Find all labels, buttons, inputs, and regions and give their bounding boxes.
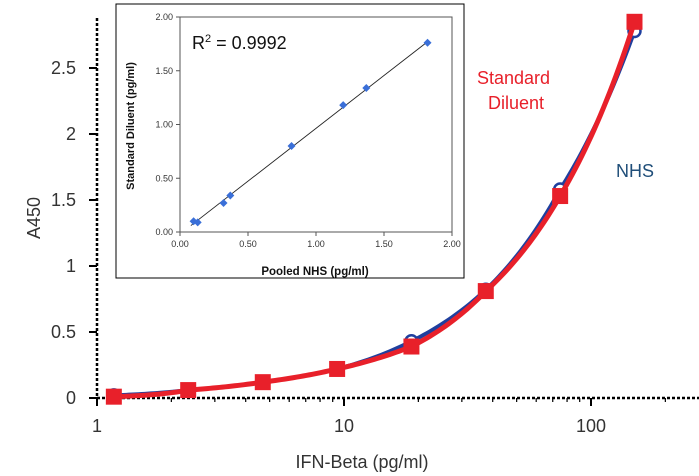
inset-y-tick-label: 0.00 xyxy=(155,227,173,237)
inset-r-squared: R2 = 0.9992 xyxy=(192,33,287,53)
inset-x-axis-title: Pooled NHS (pg/ml) xyxy=(261,266,369,278)
inset-y-tick-label: 1.00 xyxy=(155,120,173,130)
data-point-standard-diluent xyxy=(626,13,643,30)
inset-data-point xyxy=(423,38,432,47)
data-point-standard-diluent xyxy=(180,382,197,399)
x-tick-label: 100 xyxy=(576,416,606,436)
data-point-standard-diluent xyxy=(329,360,346,377)
inset-r-squared-base: R xyxy=(192,33,205,53)
series-layer xyxy=(105,13,643,405)
main-x-ticks: 1 10 100 xyxy=(92,398,666,436)
series-line-standard-diluent xyxy=(111,19,637,400)
y-tick-label: 0.5 xyxy=(51,322,76,342)
inset-data-point xyxy=(193,218,202,227)
inset-data-point xyxy=(339,101,348,110)
inset-data-point xyxy=(219,198,228,207)
inset-r-squared-sup: 2 xyxy=(205,33,211,45)
x-tick-label: 1 xyxy=(92,416,102,436)
inset-ticks: 0.00 0.50 1.00 1.50 2.00 0.00 0.50 1.00 1.50 2.00 xyxy=(155,12,460,249)
series-label-line-1: Standard xyxy=(477,68,550,88)
main-y-ticks: 0 0.5 1 1.5 2 2.5 xyxy=(51,58,97,408)
inset-r-squared-value: = 0.9992 xyxy=(211,33,287,53)
series-label-line-2: Diluent xyxy=(488,93,544,113)
data-point-standard-diluent xyxy=(477,283,494,300)
x-tick-label: 10 xyxy=(334,416,354,436)
inset-x-tick-label: 0.00 xyxy=(171,239,189,249)
inset-x-tick-label: 1.00 xyxy=(307,239,325,249)
y-axis-title: A450 xyxy=(24,197,44,239)
inset-points xyxy=(189,38,432,227)
inset-x-tick-label: 0.50 xyxy=(239,239,257,249)
inset-data-point xyxy=(226,191,235,200)
inset-y-tick-label: 1.50 xyxy=(155,66,173,76)
data-point-standard-diluent xyxy=(552,188,569,205)
x-axis-title: IFN-Beta (pg/ml) xyxy=(295,452,428,472)
inset-x-tick-label: 1.50 xyxy=(375,239,393,249)
inset-chart: 0.00 0.50 1.00 1.50 2.00 0.00 0.50 1.00 1.50 2.00… xyxy=(115,3,465,279)
series-label-standard-diluent: Standard Diluent xyxy=(477,68,555,113)
inset-y-axis-title: Standard Diluent (pg/ml) xyxy=(125,62,137,190)
series-label-nhs: NHS xyxy=(616,161,654,181)
inset-y-tick-label: 2.00 xyxy=(155,12,173,22)
y-tick-label: 0 xyxy=(66,388,76,408)
y-tick-label: 1 xyxy=(66,256,76,276)
y-tick-label: 2.5 xyxy=(51,58,76,78)
inset-y-tick-label: 0.50 xyxy=(155,173,173,183)
y-tick-label: 2 xyxy=(66,124,76,144)
inset-x-tick-label: 2.00 xyxy=(443,239,461,249)
inset-data-point xyxy=(287,142,296,150)
data-point-standard-diluent xyxy=(403,338,420,355)
data-point-standard-diluent xyxy=(105,388,122,405)
y-tick-label: 1.5 xyxy=(51,190,76,210)
main-axes xyxy=(95,18,699,400)
inset-data-point xyxy=(362,83,371,92)
data-point-standard-diluent xyxy=(254,374,271,391)
